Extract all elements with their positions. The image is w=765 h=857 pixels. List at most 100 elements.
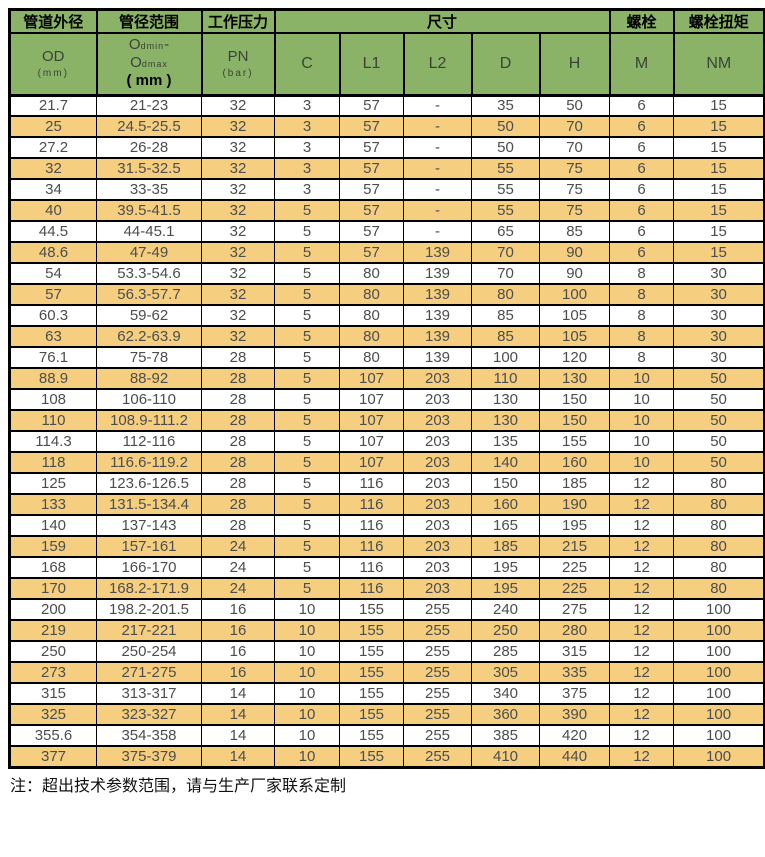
table-cell: 5 (274, 304, 340, 327)
table-cell: 255 (403, 703, 472, 726)
table-cell: 80 (673, 493, 765, 516)
table-cell: 166-170 (96, 556, 202, 579)
header-pipe-od: 管道外径 (8, 8, 98, 34)
table-row: 54 53.3-54.6 32 5 80 139 70 90 8 30 (9, 262, 765, 285)
range-dash: - (164, 36, 170, 54)
range-max-line: Odmax (99, 54, 200, 72)
table-cell: 273 (9, 661, 97, 684)
table-cell: 155 (339, 640, 404, 663)
table-cell: 195 (471, 577, 540, 600)
table-cell: 170 (9, 577, 97, 600)
table-cell: 100 (538, 283, 611, 306)
table-cell: 75 (538, 157, 611, 180)
table-cell: 35 (471, 94, 540, 117)
subheader-bolt-m: M (608, 32, 675, 97)
table-cell: 30 (673, 262, 765, 285)
table-cell: 14 (201, 682, 275, 705)
table-row: 114.3 112-116 28 5 107 203 135 155 10 50 (9, 430, 765, 453)
table-cell: 140 (471, 451, 540, 474)
table-cell: 323-327 (96, 703, 202, 726)
table-cell: 80 (673, 514, 765, 537)
od-symbol: OD (42, 47, 65, 65)
table-cell: 133 (9, 493, 97, 516)
table-cell: 139 (403, 346, 472, 369)
table-cell: 80 (673, 577, 765, 600)
table-cell: 70 (538, 136, 611, 159)
table-cell: 70 (471, 241, 540, 264)
table-cell: 24 (201, 577, 275, 600)
table-row: 168 166-170 24 5 116 203 195 225 12 80 (9, 556, 765, 579)
table-cell: 85 (538, 220, 611, 243)
table-cell: 75 (538, 178, 611, 201)
table-cell: 168.2-171.9 (96, 577, 202, 600)
subheader-range: Odmin- Odmax ( mm ) (95, 32, 203, 97)
table-cell: 5 (274, 577, 340, 600)
table-cell: 155 (339, 682, 404, 705)
subheader-od: OD (mm) (8, 32, 98, 97)
table-cell: 12 (609, 577, 675, 600)
table-cell: 271-275 (96, 661, 202, 684)
table-cell: 8 (609, 262, 675, 285)
pipe-spec-table: 管道外径 管径范围 工作压力 尺寸 螺栓 螺栓扭矩 OD (mm) Odmin-… (8, 8, 765, 769)
table-cell: - (403, 115, 472, 138)
table-cell: 100 (673, 619, 765, 642)
table-row: 21.7 21-23 32 3 57-35 50 6 15 (9, 94, 765, 117)
table-cell: 150 (538, 388, 611, 411)
table-cell: 21.7 (9, 94, 97, 117)
table-cell: 155 (339, 745, 404, 768)
table-cell: 160 (538, 451, 611, 474)
dim-l2-label: L2 (428, 54, 447, 72)
table-cell: 12 (609, 682, 675, 705)
table-cell: 240 (471, 598, 540, 621)
table-cell: 168 (9, 556, 97, 579)
table-cell: 100 (673, 724, 765, 747)
table-cell: 15 (673, 136, 765, 159)
table-cell: 157-161 (96, 535, 202, 558)
table-cell: 195 (538, 514, 611, 537)
table-cell: 137-143 (96, 514, 202, 537)
table-cell: 5 (274, 262, 340, 285)
table-cell: 28 (201, 493, 275, 516)
table-cell: 5 (274, 325, 340, 348)
table-cell: 118 (9, 451, 97, 474)
table-cell: 440 (538, 745, 611, 768)
table-cell: 195 (471, 556, 540, 579)
table-cell: 10 (274, 619, 340, 642)
table-cell: 420 (538, 724, 611, 747)
table-row: 40 39.5-41.5 32 5 57-55 75 6 15 (9, 199, 765, 222)
table-cell: 100 (673, 703, 765, 726)
table-cell: 107 (339, 367, 404, 390)
table-cell: 32 (201, 115, 275, 138)
table-cell: 116 (339, 514, 404, 537)
table-cell: - (403, 178, 472, 201)
dim-c-label: C (301, 54, 313, 72)
table-cell: 30 (673, 304, 765, 327)
table-cell: 5 (274, 409, 340, 432)
table-cell: 57 (339, 157, 404, 180)
table-cell: 5 (274, 241, 340, 264)
table-cell: 203 (403, 451, 472, 474)
table-cell: 50 (673, 388, 765, 411)
table-cell: 12 (609, 703, 675, 726)
table-cell: 85 (471, 325, 540, 348)
range-min-line: Odmin- (99, 36, 200, 54)
table-cell: 65 (471, 220, 540, 243)
table-cell: 32 (201, 325, 275, 348)
table-cell: 15 (673, 178, 765, 201)
dim-l1-label: L1 (362, 54, 381, 72)
table-cell: 280 (538, 619, 611, 642)
table-cell: 62.2-63.9 (96, 325, 202, 348)
table-cell: 107 (339, 430, 404, 453)
table-cell: 198.2-201.5 (96, 598, 202, 621)
table-row: 63 62.2-63.9 32 5 80 139 85 105 8 30 (9, 325, 765, 348)
table-cell: 6 (609, 220, 675, 243)
footnote: 注：超出技术参数范围，请与生产厂家联系定制 (10, 777, 347, 795)
table-row: 273 271-275 16 10 155 255 305 335 12 100 (9, 661, 765, 684)
table-cell: 150 (538, 409, 611, 432)
table-cell: 12 (609, 493, 675, 516)
table-cell: 5 (274, 556, 340, 579)
table-cell: 315 (9, 682, 97, 705)
table-cell: 14 (201, 745, 275, 768)
table-cell: 80 (673, 535, 765, 558)
table-cell: 200 (9, 598, 97, 621)
